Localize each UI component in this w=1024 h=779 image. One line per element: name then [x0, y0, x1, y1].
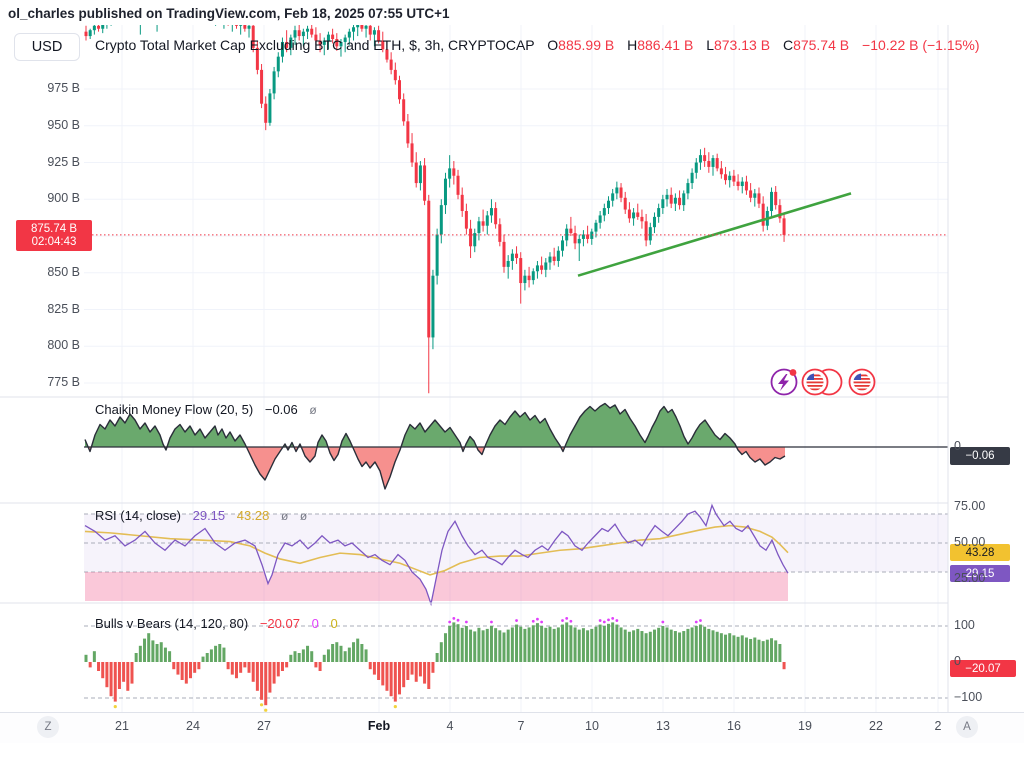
price-axis-label: 850 B: [47, 264, 80, 279]
price-axis-label: 950 B: [47, 117, 80, 132]
symbol-title: Crypto Total Market Cap Excluding BTC an…: [95, 37, 535, 53]
time-axis-tick: 19: [798, 719, 812, 733]
lightning-event-icon[interactable]: [770, 368, 798, 396]
time-axis-tick: 16: [727, 719, 741, 733]
price-axis-label: 825 B: [47, 301, 80, 316]
rsi-axis-label: 25.00: [954, 571, 986, 586]
price-axis-label: 925 B: [47, 154, 80, 169]
close-label: C: [782, 37, 794, 53]
timezone-button[interactable]: Z: [37, 716, 59, 738]
eye-hidden-icon[interactable]: ø: [299, 509, 308, 523]
time-axis-tick: 7: [517, 719, 525, 733]
rsi-pane-title[interactable]: RSI (14, close) 29.15 43.28 ø ø: [95, 508, 307, 523]
close-value: 875.74 B: [793, 37, 850, 53]
footer-bar: TradingView: [0, 743, 1024, 779]
high-value: 886.41 B: [637, 37, 694, 53]
rsi-ma-value: 43.28: [236, 508, 270, 523]
time-axis-tick: 10: [585, 719, 599, 733]
time-axis[interactable]: [0, 712, 1024, 744]
bvb-title-text: Bulls v Bears (14, 120, 80): [95, 616, 249, 631]
cmf-title-text: Chaikin Money Flow (20, 5): [95, 402, 254, 417]
current-price-badge: 875.74 B 02:04:43: [16, 220, 92, 251]
eye-hidden-icon[interactable]: ø: [280, 509, 289, 523]
price-axis-label: 800 B: [47, 338, 80, 353]
us-flag-event-icon[interactable]: [801, 368, 829, 396]
price-axis-label: 975 B: [47, 81, 80, 95]
auto-scale-button[interactable]: A: [956, 716, 978, 738]
price-axis-label: 775 B: [47, 375, 80, 389]
price-axis-label: 900 B: [47, 191, 80, 206]
rsi-title-text: RSI (14, close): [95, 508, 181, 523]
time-axis-tick: 2: [934, 719, 942, 733]
time-axis-tick: 21: [115, 719, 129, 733]
rsi-axis-label: 50.00: [954, 535, 986, 549]
current-price: 875.74 B: [30, 222, 78, 235]
time-axis-tick: 22: [869, 719, 883, 733]
us-flag-event-icon[interactable]: [848, 368, 876, 396]
bvb-last-value-badge: −20.07: [950, 660, 1016, 677]
low-label: L: [706, 37, 714, 53]
bvb-bears-value: 0: [330, 616, 338, 631]
bvb-bulls-value: 0: [311, 616, 319, 631]
low-value: 873.13 B: [713, 37, 771, 53]
time-axis-tick: 27: [257, 719, 271, 733]
change-value: −10.22 B (−1.15%): [862, 37, 980, 53]
bvb-axis-label: −100: [954, 690, 983, 704]
rsi-line-badge: 29.15: [950, 565, 1010, 582]
open-value: 885.99 B: [558, 37, 615, 53]
symbol-title-row[interactable]: Crypto Total Market Cap Excluding BTC an…: [95, 37, 980, 53]
rsi-value: 29.15: [192, 508, 226, 523]
eye-hidden-icon[interactable]: ø: [309, 403, 317, 417]
time-axis-tick: 24: [186, 719, 200, 733]
publisher-line: ol_charles published on TradingView.com,…: [8, 6, 450, 21]
currency-button[interactable]: USD: [14, 33, 80, 61]
bvb-axis-label: 0: [954, 654, 961, 668]
cmf-value: −0.06: [264, 402, 298, 417]
bvb-value: −20.07: [259, 616, 300, 631]
rsi-ma-badge: 43.28: [950, 544, 1010, 561]
rsi-axis-label: 75.00: [954, 498, 986, 513]
bar-countdown: 02:04:43: [31, 235, 77, 248]
bvb-pane-title[interactable]: Bulls v Bears (14, 120, 80) −20.07 0 0: [95, 616, 338, 631]
time-axis-tick: Feb: [367, 719, 391, 733]
cmf-axis-label: 0: [954, 439, 961, 453]
time-axis-tick: 13: [656, 719, 670, 733]
open-label: O: [547, 37, 559, 53]
cmf-last-value-badge: −0.06: [950, 447, 1010, 465]
cmf-pane-title[interactable]: Chaikin Money Flow (20, 5) −0.06 ø: [95, 402, 317, 417]
currency-button-label: USD: [31, 39, 63, 55]
bvb-axis-label: 100: [954, 618, 975, 632]
time-axis-tick: 4: [446, 719, 454, 733]
high-label: H: [627, 37, 638, 53]
